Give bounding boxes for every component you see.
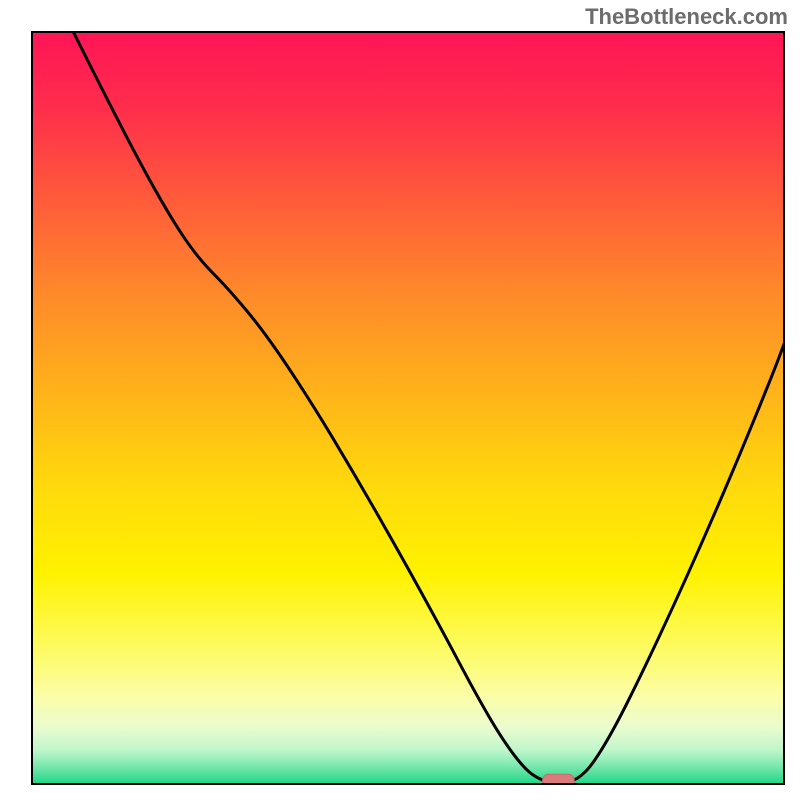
watermark-text: TheBottleneck.com — [585, 4, 788, 30]
chart-wrapper: TheBottleneck.com — [0, 0, 800, 800]
bottleneck-chart — [0, 0, 800, 800]
optimal-point-marker — [543, 774, 575, 789]
chart-background — [32, 32, 784, 784]
